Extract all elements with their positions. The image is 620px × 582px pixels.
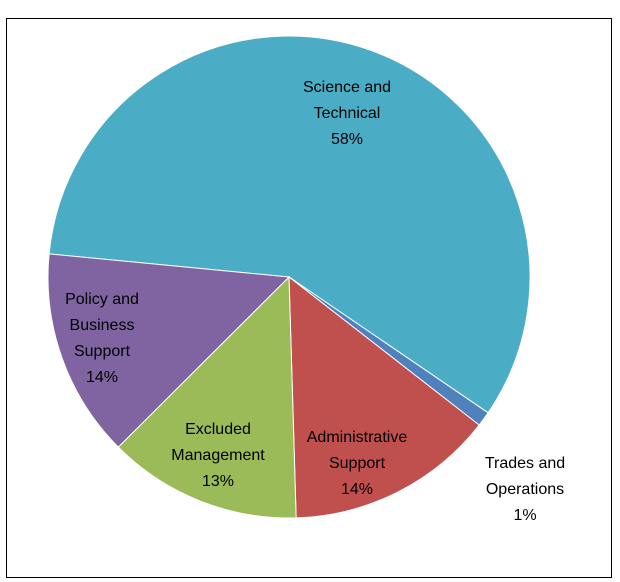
slice-label-line-4-2: Support [74,343,131,360]
slice-label-line-0-1: Technical [314,105,381,122]
slice-label-4: Policy and Business Support 14% [65,291,139,386]
pie-slice-4 [47,253,291,448]
slice-label-line-1-1: Operations [486,481,564,498]
slice-percent-4: 14% [86,369,118,386]
slice-label-line-4-1: Business [70,317,135,334]
slice-label-line-1-0: Trades and [485,455,565,472]
labels-group: Science and Technical 58% Trades and Operati… [65,79,565,524]
slice-label-2: Administrative Support 14% [307,429,408,498]
slice-label-3: Excluded Management 13% [171,421,265,490]
pie-slice-0 [48,35,531,414]
slice-label-line-2-1: Support [329,455,386,472]
pie-slice-3 [117,275,297,519]
slice-percent-0: 58% [331,131,363,148]
slice-label-line-3-0: Excluded [185,421,251,438]
slice-label-line-4-0: Policy and [65,291,139,308]
slice-percent-3: 13% [202,473,234,490]
slice-label-line-3-1: Management [171,447,265,464]
slices-group [47,35,531,519]
slice-label-line-0-0: Science and [303,79,391,96]
pie-slice-2 [288,275,480,519]
slice-percent-1: 1% [513,507,536,524]
slice-label-1: Trades and Operations 1% [485,455,565,524]
slice-label-0: Science and Technical 58% [303,79,391,148]
slice-label-line-2-0: Administrative [307,429,408,446]
slice-percent-2: 14% [341,481,373,498]
